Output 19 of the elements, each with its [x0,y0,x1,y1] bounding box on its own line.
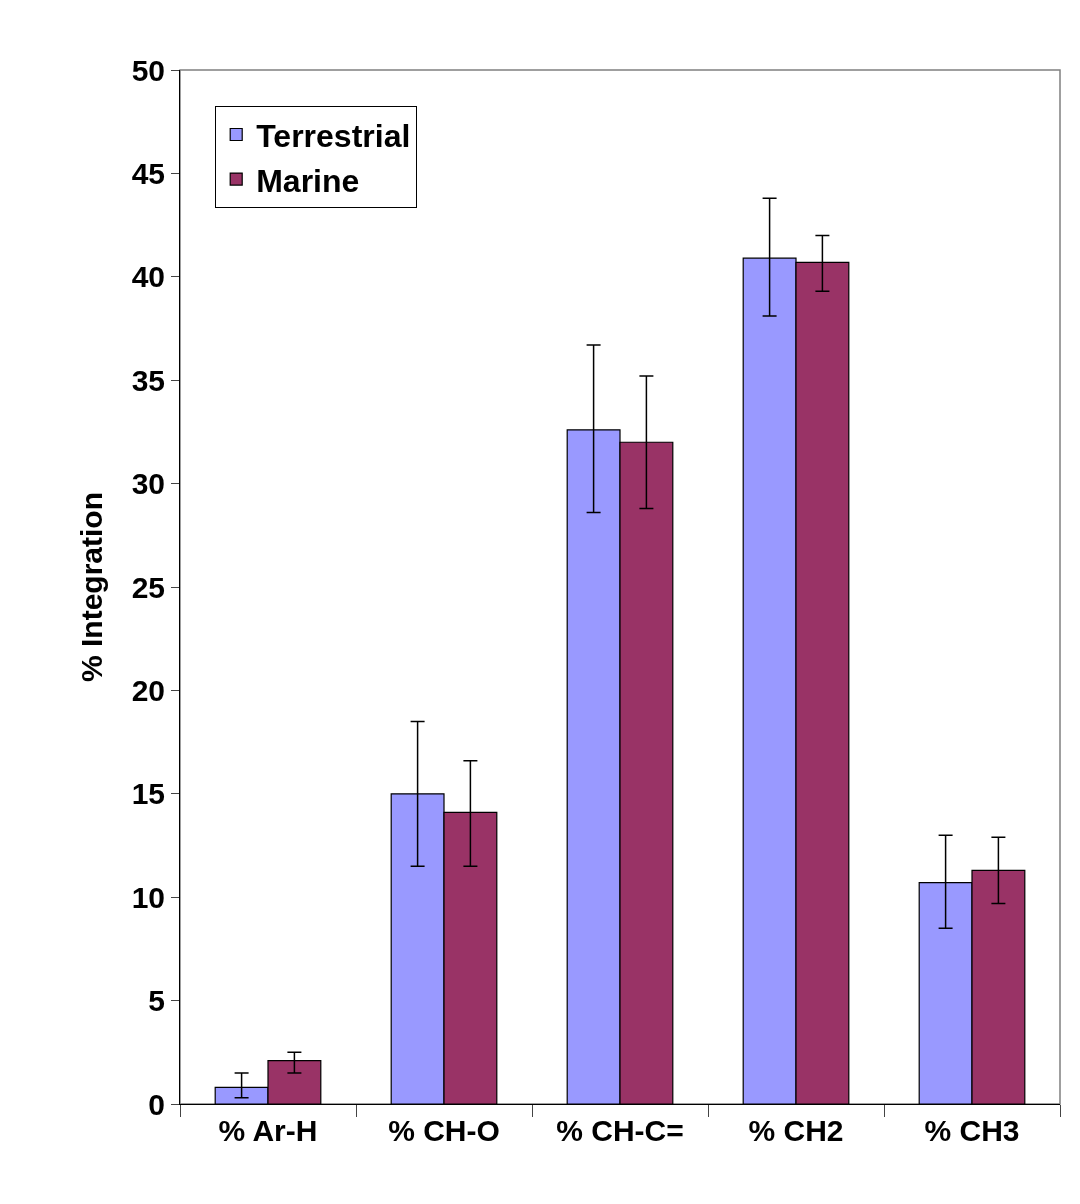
y-tick-label: 25 [131,570,165,604]
x-tick-label: % CH-O [388,1114,500,1147]
x-tick-label: % CH2 [748,1114,844,1147]
legend-label: Marine [256,162,360,199]
y-tick-label: 20 [131,673,165,707]
x-tick-label: % CH3 [924,1114,1020,1147]
y-tick-label: 40 [131,260,165,294]
y-tick-label: 45 [131,156,165,190]
x-tick-label: % Ar-H [218,1114,318,1147]
y-tick-label: 30 [131,467,165,501]
x-tick-label: % CH-C= [556,1114,684,1147]
y-tick-label: 0 [148,1087,165,1121]
y-axis-title: % Integration [74,491,108,683]
y-tick-label: 15 [131,777,165,811]
y-tick-label: 10 [131,880,165,914]
y-tick-label: 50 [131,53,165,87]
legend-label: Terrestrial [256,117,411,154]
y-tick-label: 35 [131,363,165,397]
y-tick-label: 5 [148,984,165,1018]
